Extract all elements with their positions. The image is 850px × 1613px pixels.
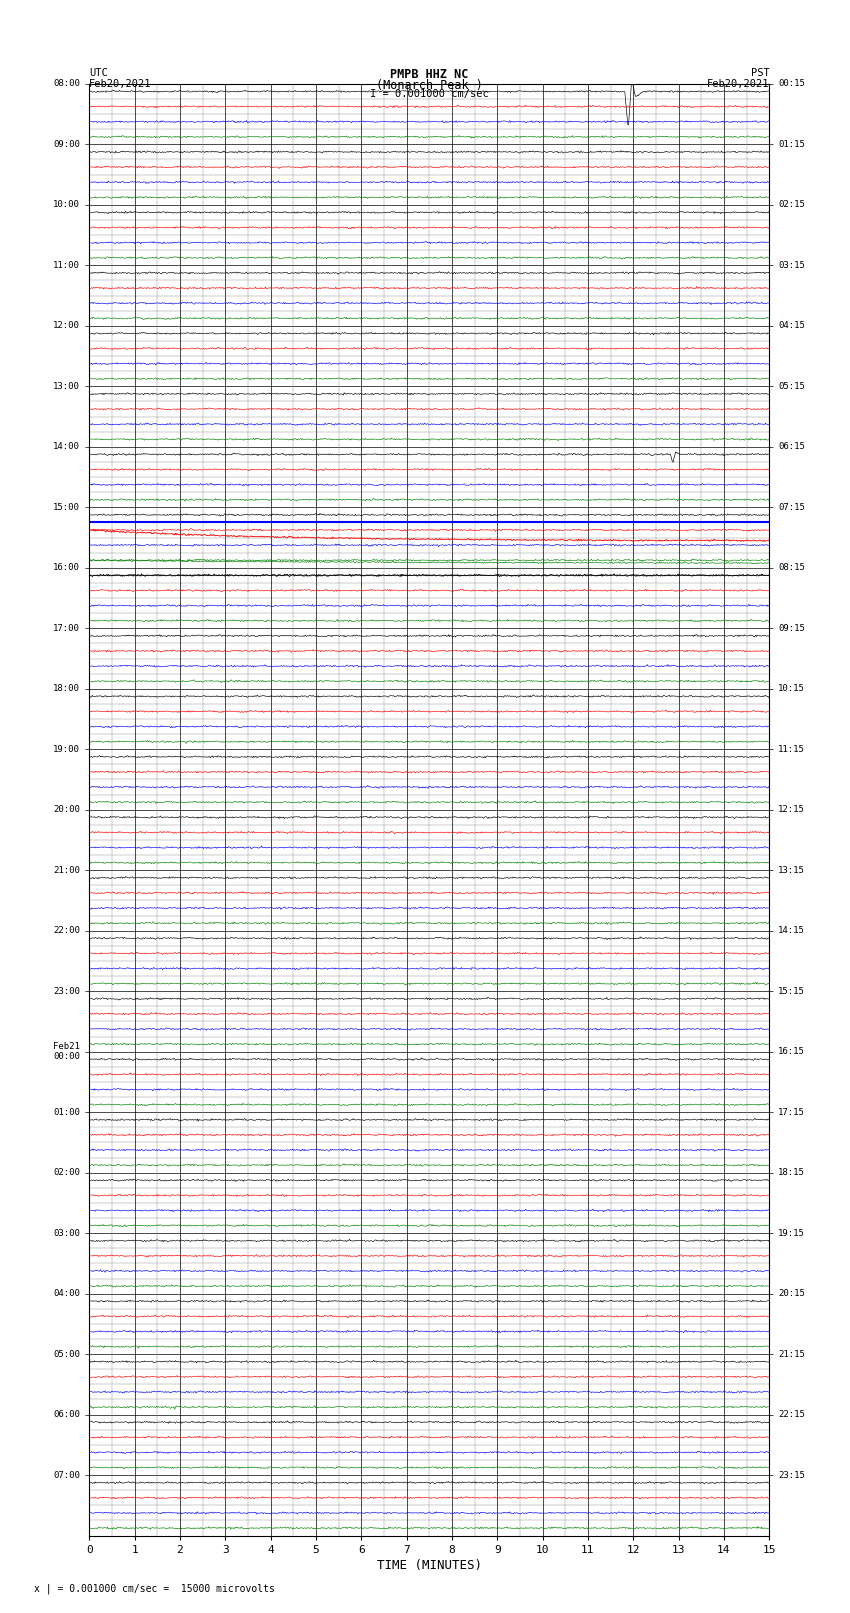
X-axis label: TIME (MINUTES): TIME (MINUTES) bbox=[377, 1558, 482, 1571]
Text: x | = 0.001000 cm/sec =  15000 microvolts: x | = 0.001000 cm/sec = 15000 microvolts bbox=[34, 1582, 275, 1594]
Text: UTC: UTC bbox=[89, 68, 108, 77]
Text: I = 0.001000 cm/sec: I = 0.001000 cm/sec bbox=[370, 89, 489, 98]
Text: Feb20,2021: Feb20,2021 bbox=[706, 79, 769, 89]
Text: PST: PST bbox=[751, 68, 769, 77]
Text: Feb20,2021: Feb20,2021 bbox=[89, 79, 152, 89]
Text: (Monarch Peak ): (Monarch Peak ) bbox=[376, 79, 483, 92]
Text: PMPB HHZ NC: PMPB HHZ NC bbox=[390, 68, 468, 81]
